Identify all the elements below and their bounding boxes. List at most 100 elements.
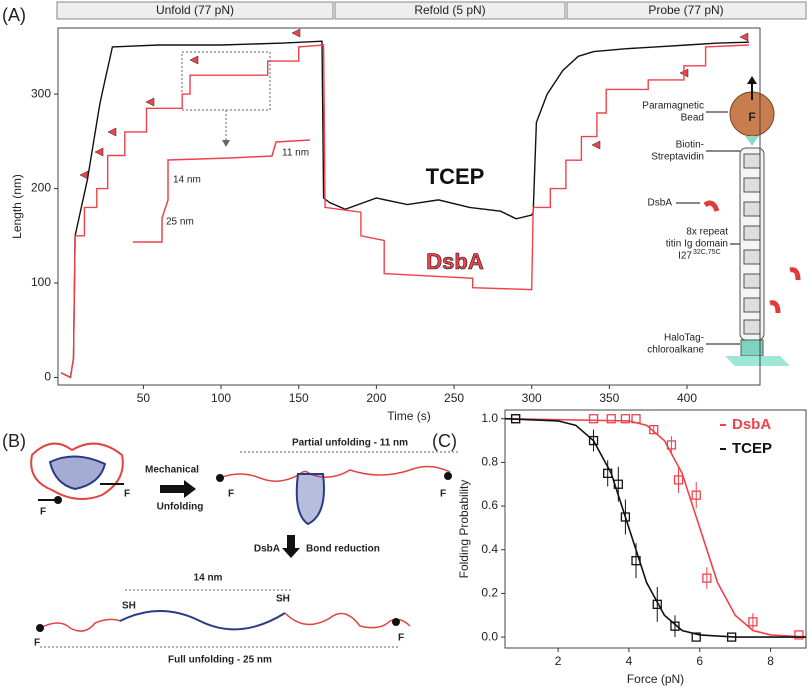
force-label: F	[124, 489, 130, 500]
legend-label: TCEP	[732, 440, 772, 457]
panel-label: (A)	[2, 5, 26, 25]
inset-label: 11 nm	[282, 148, 309, 159]
data-point	[631, 556, 641, 566]
y-tick-label: 0	[44, 370, 51, 384]
data-point	[606, 414, 616, 424]
x-axis-label: Force (pN)	[627, 672, 684, 686]
data-point	[588, 414, 599, 424]
schematic-label: DsbA	[648, 198, 673, 209]
data-point	[670, 621, 680, 631]
phase-label: Unfold (77 pN)	[156, 3, 234, 17]
phase-box	[56, 1, 334, 20]
y-axis-label: Length (nm)	[10, 174, 24, 239]
legend-label: DsbA	[732, 416, 771, 433]
force-label: F	[398, 633, 404, 644]
data-point	[603, 468, 613, 478]
schematic-label: titin Ig domain	[666, 239, 728, 250]
x-axis-label: Time (s)	[387, 409, 431, 423]
x-tick-label: 350	[599, 391, 619, 405]
schematic-label: HaloTag-	[664, 333, 704, 344]
schematic-label: chloroalkane	[647, 345, 704, 356]
data-point	[691, 632, 701, 642]
step-label: DsbA	[254, 544, 280, 555]
y-tick-label: 0.6	[481, 498, 498, 512]
data-point	[631, 414, 641, 424]
trace-label: DsbA	[426, 249, 484, 274]
plot-frame	[504, 409, 807, 649]
y-tick-label: 0.4	[481, 542, 498, 556]
force-label: F	[40, 507, 46, 518]
data-point	[702, 573, 712, 583]
x-tick-label: 150	[289, 391, 309, 405]
phase-box	[566, 1, 807, 20]
data-point	[613, 479, 623, 489]
force-label: F	[228, 489, 234, 500]
step-label: Unfolding	[157, 502, 204, 513]
step-label: Bond reduction	[306, 544, 380, 555]
inset-label: 14 nm	[173, 175, 201, 186]
data-point	[748, 617, 758, 627]
step-label: Mechanical	[145, 465, 199, 476]
data-point	[726, 632, 737, 642]
inset-trace	[133, 139, 311, 243]
data-point	[794, 630, 804, 640]
trace	[60, 40, 750, 379]
diagram: (B) F F Mechanical Unfolding Partial unf…	[2, 431, 460, 666]
data-point	[510, 414, 521, 424]
x-tick-label: 400	[677, 391, 697, 405]
schematic-label: Streptavidin	[651, 152, 704, 163]
x-tick-label: 100	[211, 391, 231, 405]
x-tick-label: 2	[555, 654, 562, 668]
force-label: F	[34, 638, 40, 649]
x-tick-label: 8	[767, 654, 774, 668]
schematic-label: 32C,75C	[693, 249, 721, 256]
trace	[60, 44, 750, 379]
thiol-label: SH	[276, 594, 290, 605]
step-label: Full unfolding - 25 nm	[168, 655, 272, 666]
data-point	[620, 512, 631, 522]
force-label: F	[748, 110, 755, 124]
phase-label: Refold (5 pN)	[414, 3, 485, 17]
schematic-label: I27	[678, 251, 692, 262]
fit-curve	[504, 417, 807, 638]
schematic-label: 8x repeat	[686, 227, 728, 238]
data-point	[666, 440, 677, 450]
x-tick-label: 250	[444, 391, 464, 405]
y-axis-label: Folding Probability	[457, 480, 471, 579]
inset-label: 25 nm	[166, 217, 194, 228]
thiol-label: SH	[122, 601, 136, 612]
data-point	[691, 490, 701, 500]
y-tick-label: 1.0	[481, 411, 498, 425]
schematic-label: Biotin-	[676, 140, 704, 151]
data-point	[649, 425, 659, 435]
plot-frame	[57, 27, 761, 386]
data-point	[652, 599, 662, 609]
data-point	[620, 414, 631, 424]
y-tick-label: 0.8	[481, 455, 498, 469]
x-tick-label: 300	[522, 391, 542, 405]
data-point	[588, 435, 599, 446]
panel-label: (C)	[432, 431, 457, 451]
panel-label: (B)	[2, 431, 26, 451]
x-tick-label: 200	[366, 391, 386, 405]
y-tick-label: 0.0	[481, 629, 498, 643]
x-tick-label: 50	[137, 391, 151, 405]
y-tick-label: 100	[31, 275, 51, 289]
phase-box	[334, 1, 566, 20]
schematic-label: Paramagnetic	[642, 101, 704, 112]
phase-label: Probe (77 pN)	[648, 3, 723, 17]
step-markers	[79, 28, 749, 180]
zoom-arrowhead	[222, 140, 230, 147]
force-label: F	[440, 489, 446, 500]
fit-curve	[504, 417, 806, 638]
step-label: Partial unfolding - 11 nm	[292, 438, 408, 449]
span-label: 14 nm	[194, 573, 223, 584]
y-tick-label: 300	[31, 86, 51, 100]
y-tick-label: 0.2	[481, 586, 498, 600]
data-point	[673, 475, 684, 485]
schematic: F Paramagnetic Bead Biotin- Streptavidin…	[642, 76, 801, 366]
y-tick-label: 200	[31, 181, 51, 195]
x-tick-label: 6	[696, 654, 703, 668]
trace-label: TCEP	[426, 164, 485, 189]
